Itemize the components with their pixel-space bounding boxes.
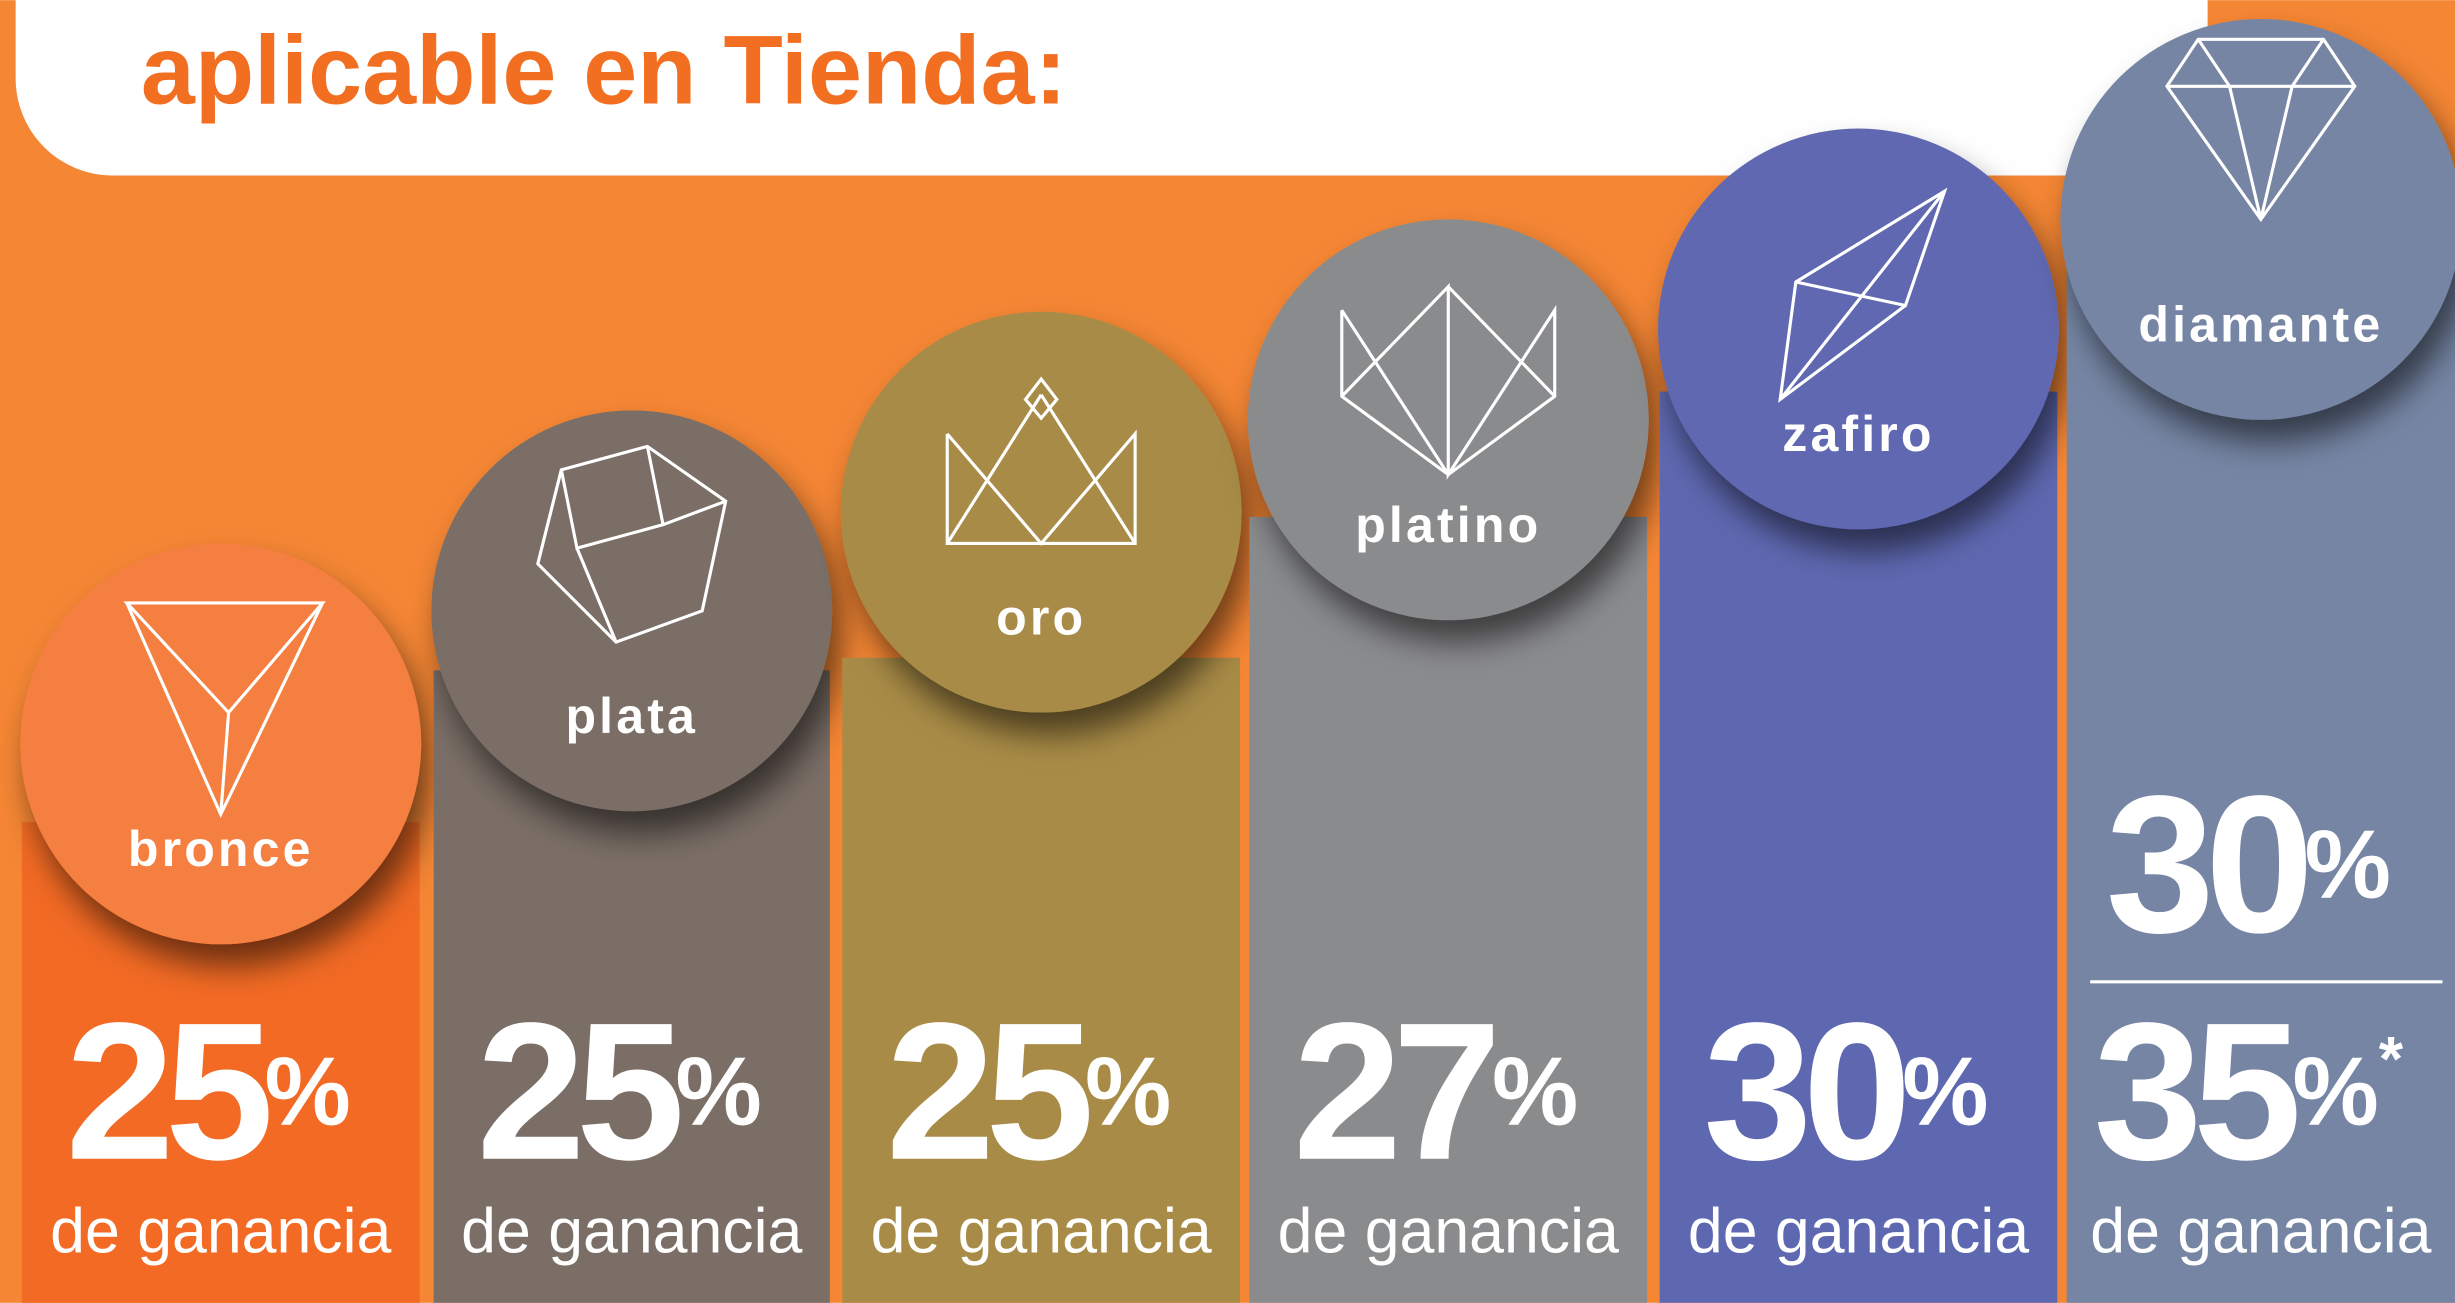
caption: de ganancia: [461, 1197, 802, 1267]
percentage: 25%: [66, 983, 351, 1201]
tier-icon: [536, 444, 728, 644]
tier-name: diamante: [2138, 296, 2383, 352]
caption: de ganancia: [50, 1197, 391, 1267]
tier-icon: [2165, 37, 2357, 223]
percent-value: 30: [2106, 756, 2306, 974]
percentage: 27%: [1293, 983, 1578, 1201]
percent-unit: %: [1902, 1036, 1988, 1145]
tier-column: [1659, 391, 2058, 1303]
caption: de ganancia: [1688, 1197, 2029, 1267]
tier-icon: [1778, 187, 1948, 403]
percent-value: 25: [477, 983, 680, 1201]
percent-value: 30: [1703, 983, 1903, 1201]
caption: de ganancia: [871, 1197, 1212, 1267]
tier-name: zafiro: [1782, 406, 1934, 462]
tier-name: oro: [996, 589, 1086, 645]
percentage: 25%: [477, 983, 762, 1201]
tier-badge: [840, 311, 1242, 713]
tier-icon: [945, 376, 1137, 546]
percent-unit: %: [1085, 1036, 1171, 1145]
percentage: 35%*: [2094, 983, 2404, 1201]
note-mark: *: [2379, 1024, 2404, 1094]
title: aplicable en Tienda:: [141, 16, 1067, 125]
tier-badge: [20, 543, 422, 945]
caption: de ganancia: [2090, 1197, 2431, 1267]
title-box: [15, 0, 2208, 176]
percentage: 30%: [1703, 983, 1988, 1201]
tier-column: [1249, 516, 1648, 1303]
percent-unit: %: [2305, 809, 2391, 918]
percentage: 30%: [2106, 756, 2391, 974]
percent-value: 25: [886, 983, 1089, 1201]
percent-value: 27: [1293, 983, 1493, 1201]
tier-badge: [431, 410, 833, 812]
tier-badge: [2060, 19, 2455, 420]
percentage: 25%: [886, 983, 1171, 1201]
percent-unit: %: [265, 1036, 351, 1145]
percent-value: 25: [66, 983, 269, 1201]
tier-badge: [1658, 128, 2059, 530]
tier-name: platino: [1355, 497, 1541, 553]
tier-name: bronce: [128, 821, 314, 877]
tier-name: plata: [565, 688, 698, 744]
percent-value: 35: [2094, 983, 2297, 1201]
percent-unit: %: [676, 1036, 762, 1145]
tier-column: [842, 657, 1241, 1303]
percent-unit: %: [1492, 1036, 1578, 1145]
tier-icon: [1340, 282, 1557, 480]
caption: de ganancia: [1278, 1197, 1619, 1267]
tier-icon: [123, 601, 326, 819]
percent-unit: %: [2292, 1036, 2378, 1145]
